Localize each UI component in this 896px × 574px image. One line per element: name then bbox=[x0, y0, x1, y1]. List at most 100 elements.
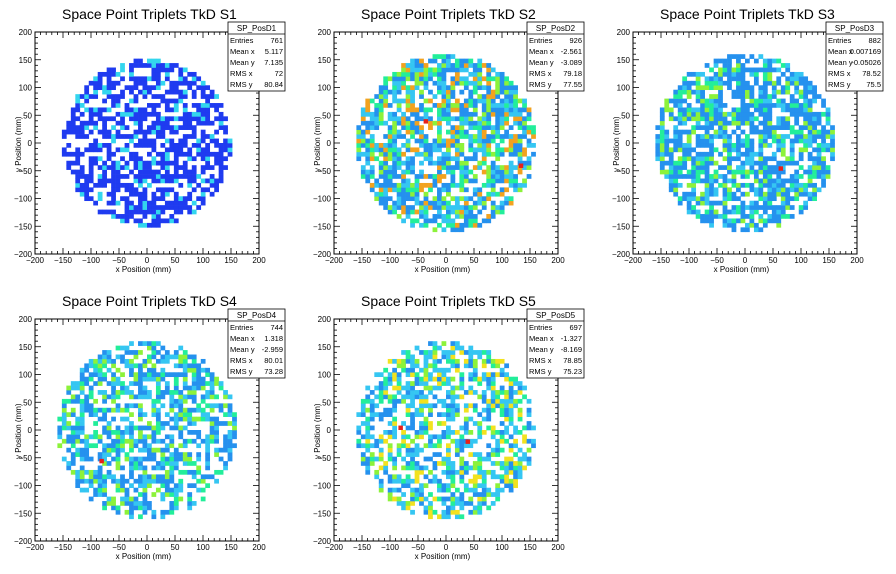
heatmap-cell bbox=[383, 76, 389, 82]
heatmap-cell bbox=[120, 89, 125, 95]
heatmap-cell bbox=[387, 209, 393, 215]
heatmap-cell bbox=[88, 372, 94, 378]
heatmap-cell bbox=[767, 200, 773, 206]
heatmap-cell bbox=[93, 469, 99, 475]
heatmap-cell bbox=[410, 129, 415, 135]
heatmap-cell bbox=[794, 80, 800, 86]
heatmap-cell bbox=[164, 372, 170, 378]
heatmap-cell bbox=[736, 94, 741, 99]
heatmap-cell bbox=[504, 376, 510, 382]
heatmap-cell bbox=[70, 407, 76, 413]
heatmap-cell bbox=[196, 111, 202, 117]
heatmap-cell bbox=[807, 134, 813, 139]
heatmap-cell bbox=[709, 111, 714, 117]
heatmap-cell bbox=[700, 103, 705, 108]
heatmap-cell bbox=[155, 205, 161, 210]
heatmap-cell bbox=[405, 160, 411, 166]
heatmap-cell bbox=[446, 116, 451, 122]
heatmap-cell bbox=[155, 407, 161, 413]
heatmap-cell bbox=[432, 182, 438, 188]
heatmap-cell bbox=[410, 452, 415, 457]
heatmap-cell bbox=[61, 129, 67, 135]
heatmap-cell bbox=[182, 94, 188, 99]
heatmap-cell bbox=[423, 107, 429, 113]
heatmap-cell bbox=[383, 191, 389, 197]
heatmap-cell bbox=[410, 107, 415, 113]
heatmap-cell bbox=[155, 465, 161, 471]
heatmap-cell bbox=[151, 474, 157, 480]
heatmap-cell bbox=[736, 89, 741, 95]
heatmap-cell bbox=[129, 438, 134, 444]
heatmap-cell bbox=[383, 147, 389, 153]
heatmap-cell bbox=[803, 76, 809, 82]
y-tick-label: −200 bbox=[14, 250, 33, 259]
heatmap-cell bbox=[102, 474, 107, 480]
heatmap-cell bbox=[499, 358, 505, 364]
heatmap-cell bbox=[106, 129, 112, 135]
heatmap-cell bbox=[767, 129, 773, 135]
heatmap-cell bbox=[129, 205, 134, 210]
heatmap-cell bbox=[102, 169, 107, 175]
heatmap-cell bbox=[659, 107, 665, 113]
heatmap-cell bbox=[111, 416, 116, 422]
heatmap-cell bbox=[414, 174, 420, 179]
heatmap-cell bbox=[423, 196, 429, 202]
heatmap-cell bbox=[387, 407, 393, 413]
heatmap-cell bbox=[517, 447, 523, 453]
heatmap-cell bbox=[468, 403, 474, 409]
heatmap-cell bbox=[807, 156, 813, 162]
heatmap-cell bbox=[405, 350, 411, 355]
heatmap-cell bbox=[182, 363, 188, 369]
heatmap-cell bbox=[396, 390, 402, 395]
heatmap-cell bbox=[486, 425, 492, 431]
heatmap-cell bbox=[187, 178, 193, 184]
heatmap-cell bbox=[164, 120, 170, 126]
heatmap-cell bbox=[164, 412, 170, 417]
heatmap-cell bbox=[468, 363, 474, 369]
heatmap-cell bbox=[459, 80, 465, 86]
heatmap-cell bbox=[214, 156, 219, 162]
heatmap-cell bbox=[410, 447, 415, 453]
heatmap-cell bbox=[428, 372, 433, 378]
heatmap-cell bbox=[356, 138, 362, 144]
heatmap-cell bbox=[414, 120, 420, 126]
heatmap-cell bbox=[722, 111, 728, 117]
heatmap-cell bbox=[481, 218, 487, 224]
heatmap-cell bbox=[441, 376, 447, 382]
heatmap-cell bbox=[138, 350, 143, 355]
x-tick-label: −100 bbox=[381, 543, 400, 552]
heatmap-cell bbox=[93, 474, 99, 480]
heatmap-cell bbox=[776, 222, 782, 228]
heatmap-cell bbox=[499, 85, 505, 91]
heatmap-cell bbox=[178, 205, 184, 210]
heatmap-cell bbox=[459, 129, 465, 135]
heatmap-cell bbox=[61, 407, 67, 413]
heatmap-cell bbox=[704, 214, 710, 219]
heatmap-cell bbox=[794, 134, 800, 139]
heatmap-cell bbox=[468, 452, 474, 457]
heatmap-cell bbox=[79, 452, 85, 457]
heatmap-cell bbox=[722, 67, 728, 73]
heatmap-cell bbox=[97, 165, 103, 170]
heatmap-cell bbox=[142, 89, 148, 95]
heatmap-cell bbox=[120, 430, 125, 435]
heatmap-cell bbox=[383, 390, 389, 395]
heatmap-cell bbox=[378, 394, 384, 400]
heatmap-cell bbox=[209, 174, 215, 179]
heatmap-cell bbox=[111, 407, 116, 413]
heatmap-cell bbox=[758, 94, 764, 99]
heatmap-cell bbox=[423, 465, 429, 471]
heatmap-cell bbox=[472, 71, 478, 77]
heatmap-cell bbox=[182, 425, 188, 431]
heatmap-cell bbox=[807, 169, 813, 175]
heatmap-cell bbox=[97, 80, 103, 86]
heatmap-cell bbox=[789, 107, 795, 113]
heatmap-cell bbox=[441, 461, 447, 466]
heatmap-cell bbox=[88, 390, 94, 395]
heatmap-cell bbox=[410, 421, 415, 426]
heatmap-cell bbox=[218, 174, 224, 179]
heatmap-cell bbox=[187, 151, 193, 157]
heatmap-cell bbox=[428, 218, 433, 224]
heatmap-cell bbox=[780, 63, 786, 68]
